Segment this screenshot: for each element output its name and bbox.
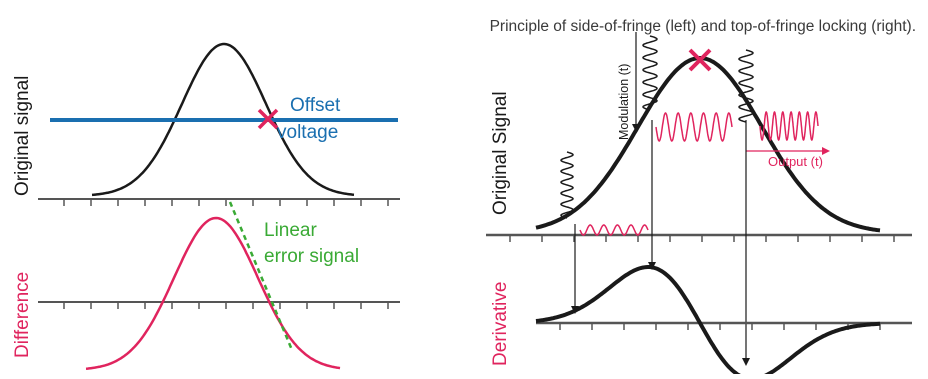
derivative-label: Derivative — [490, 282, 511, 366]
original-signal-curve — [91, 42, 355, 197]
derivative-connectors — [571, 120, 750, 366]
difference-label: Difference — [12, 272, 33, 358]
original-signal-label: Original signal — [12, 76, 33, 196]
error-label-line2: error signal — [264, 246, 359, 267]
right-top-plot: Modulation (t) Output (t) Original Signa… — [486, 32, 912, 242]
left-bottom-ticks — [63, 302, 389, 309]
modulation-label: Modulation (t) — [617, 64, 631, 140]
error-label-line1: Linear — [264, 220, 317, 241]
left-bottom-plot: Linear error signal Difference — [12, 201, 400, 370]
peak-lock-marker — [688, 48, 712, 72]
figure-caption: Principle of side-of-fringe (left) and t… — [489, 18, 916, 35]
output-wave-center — [655, 112, 733, 142]
left-top-plot: Offset voltage Original signal — [12, 42, 400, 206]
right-original-signal-label: Original Signal — [490, 91, 511, 215]
right-bottom-plot: Derivative — [490, 265, 912, 379]
output-wave-left — [579, 224, 649, 236]
modulation-wave-right — [738, 49, 754, 123]
right-top-ticks — [509, 235, 895, 242]
left-top-ticks — [63, 199, 389, 206]
offset-label-line1: Offset — [290, 95, 341, 116]
output-label: Output (t) — [768, 154, 823, 169]
modulation-wave-left — [560, 151, 574, 219]
offset-label-line2: voltage — [277, 122, 338, 143]
output-wave-right — [759, 110, 819, 142]
derivative-curve — [535, 265, 881, 379]
lock-point-marker — [257, 108, 279, 130]
modulation-wave-center — [642, 35, 658, 111]
right-original-signal-curve — [535, 56, 881, 233]
difference-curve — [85, 216, 341, 370]
